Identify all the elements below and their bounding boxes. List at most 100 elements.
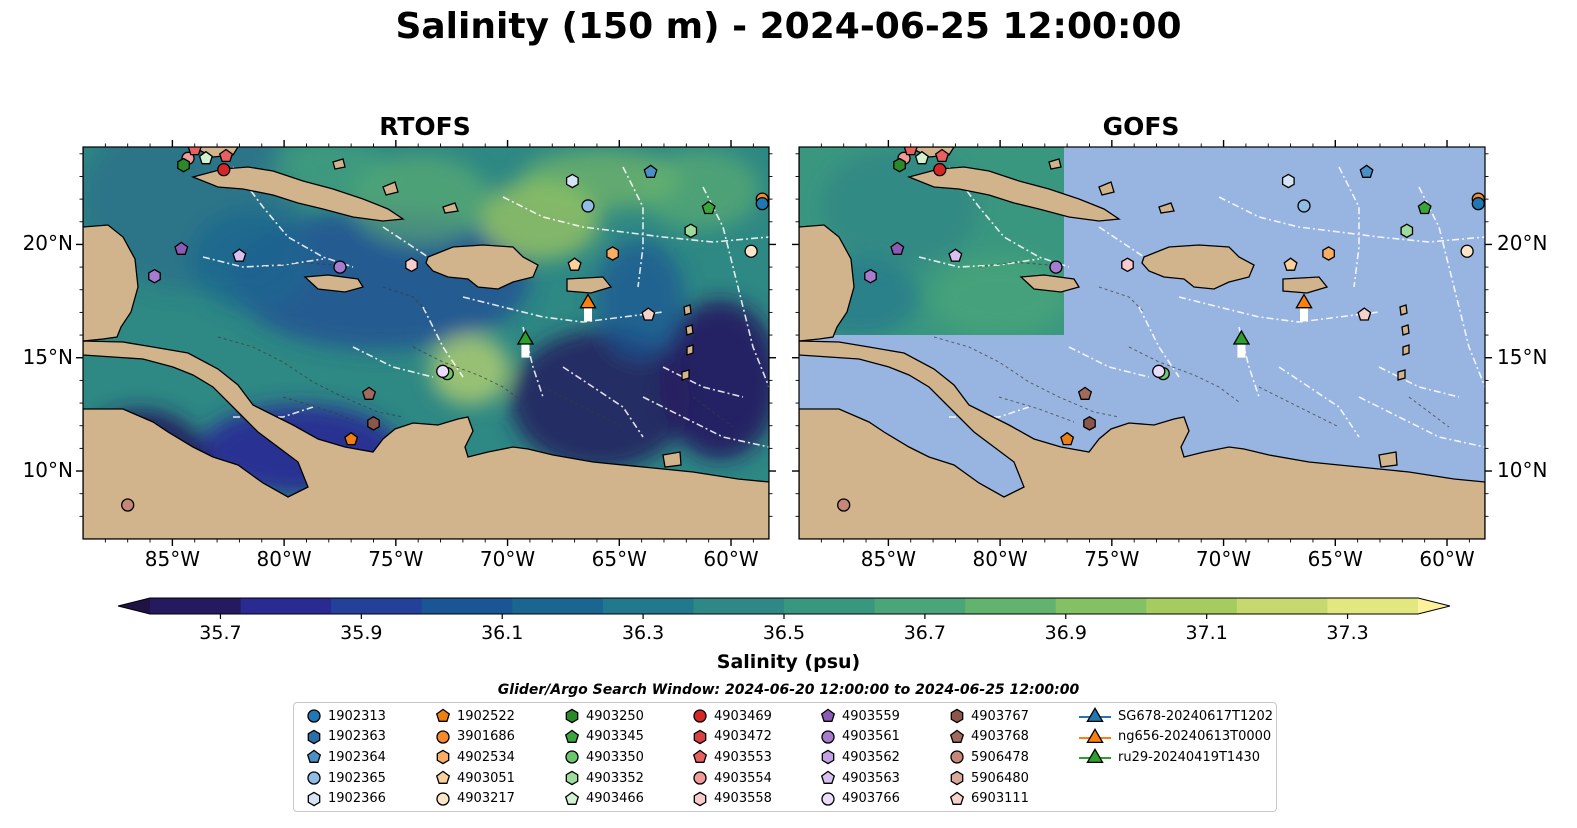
colorbar-label: Salinity (psu) — [716, 651, 861, 673]
lon-tick-label: 75°W — [368, 547, 424, 571]
legend-label: 4903250 — [586, 708, 644, 724]
legend-label: 4903768 — [971, 729, 1029, 745]
legend-item: 4903472 — [692, 727, 772, 747]
argo-float-marker — [1060, 431, 1075, 446]
legend-float-icon — [436, 730, 450, 744]
legend-label: 3901686 — [457, 729, 515, 745]
argo-float-marker — [567, 257, 582, 271]
colorbar-segment — [331, 598, 423, 614]
legend-glider-icon — [1086, 727, 1104, 743]
legend-float-icon — [693, 791, 707, 807]
lat-tick-label: 10°N — [22, 458, 73, 483]
argo-float-marker — [187, 147, 202, 156]
legend-float-icon — [820, 708, 836, 722]
lon-tick-label: 65°W — [1307, 547, 1363, 571]
argo-float-marker — [837, 498, 851, 512]
argo-float-marker — [198, 150, 213, 165]
glider-marker — [579, 293, 597, 309]
legend-float-icon — [436, 750, 450, 765]
legend-marker-icon — [565, 750, 579, 765]
legend-marker-icon — [1079, 727, 1111, 743]
legend-item: 4903553 — [692, 747, 772, 767]
lon-tick-label: 70°W — [1195, 547, 1252, 571]
search-window-text: Glider/Argo Search Window: 2024-06-20 12… — [497, 682, 1080, 698]
colorbar-tick-label: 36.7 — [903, 622, 947, 644]
legend-float-icon — [564, 791, 580, 805]
legend-item: ng656-20240613T0000 — [1078, 727, 1271, 747]
lon-tick-label: 65°W — [591, 547, 647, 571]
legend-item: 4903051 — [435, 768, 515, 788]
legend-label: 4903563 — [842, 770, 900, 786]
legend-marker-icon — [821, 730, 835, 744]
colorbar-segment — [784, 598, 876, 614]
legend-float-icon — [307, 771, 321, 785]
legend-marker-icon — [436, 792, 450, 806]
argo-float-marker — [643, 164, 658, 178]
argo-float-marker — [893, 157, 906, 173]
lon-tick-label: 80°W — [256, 547, 312, 571]
legend-float-icon — [565, 750, 579, 765]
lon-tick-label: 85°W — [860, 547, 916, 571]
argo-float-marker — [1121, 257, 1134, 273]
legend-label: 4903561 — [842, 729, 900, 745]
figure-title: Salinity (150 m) - 2024-06-25 12:00:00 — [395, 6, 1182, 47]
legend-item: 5906478 — [949, 747, 1029, 767]
legend-float-icon — [821, 792, 835, 806]
argo-float-marker — [344, 431, 359, 446]
legend-label: 1902313 — [328, 708, 386, 724]
colorbar-extend-low — [118, 598, 150, 614]
argo-float-marker — [121, 498, 135, 512]
legend-float-icon — [693, 729, 707, 745]
lon-tick-label: 60°W — [703, 547, 759, 571]
legend-item: 4903554 — [692, 768, 772, 788]
argo-float-marker — [914, 150, 929, 165]
argo-float-marker — [864, 268, 877, 284]
argo-float-marker — [606, 246, 619, 261]
legend-marker-icon — [950, 708, 964, 724]
legend-label: ng656-20240613T0000 — [1118, 729, 1272, 745]
legend-float-icon — [435, 708, 451, 722]
legend-item: 4903559 — [820, 706, 900, 726]
legend-marker-icon — [693, 709, 707, 723]
argo-float-marker — [217, 163, 231, 177]
argo-float-marker — [232, 248, 247, 262]
argo-float-marker — [1077, 386, 1093, 400]
legend-float-icon — [307, 729, 321, 745]
lon-tick-label: 85°W — [144, 547, 200, 571]
colorbar-segment — [602, 598, 695, 614]
legend-label: 4903345 — [586, 729, 644, 745]
legend-glider-icon — [1086, 707, 1104, 723]
legend-marker-icon — [950, 770, 964, 786]
legend-marker-icon — [693, 771, 707, 785]
legend-float-icon — [821, 730, 835, 744]
legend-float-icon — [435, 770, 451, 785]
legend-label: 4903469 — [714, 708, 772, 724]
argo-float-marker — [903, 147, 918, 156]
legend-marker-icon — [820, 770, 836, 785]
lat-tick-label: 20°N — [22, 231, 73, 256]
argo-float-marker — [934, 148, 950, 163]
legend-marker-icon — [949, 791, 965, 805]
legend-label: 4903767 — [971, 708, 1029, 724]
colorbar-extend-high — [1418, 598, 1450, 614]
colorbar-segment — [1236, 598, 1329, 614]
legend-marker-icon — [565, 770, 579, 786]
rtofs-map — [82, 146, 770, 540]
legend-item: SG678-20240617T1202 — [1078, 706, 1273, 726]
legend-item: 1902313 — [306, 706, 386, 726]
argo-float-marker — [405, 257, 418, 273]
legend-marker-icon — [1079, 748, 1111, 764]
legend-item: 5906480 — [949, 768, 1029, 788]
colorbar-segment — [1327, 598, 1419, 614]
legend-item: 4903250 — [564, 706, 644, 726]
legend-label: 6903111 — [971, 791, 1029, 807]
legend-item: 4903768 — [949, 727, 1029, 747]
lat-tick-label: 20°N — [1497, 231, 1548, 256]
legend-float-icon — [307, 791, 321, 807]
legend-label: 4903352 — [586, 770, 644, 786]
lat-tick-label: 10°N — [1497, 458, 1548, 483]
argo-float-marker — [361, 386, 377, 400]
legend-label: 4903558 — [714, 791, 772, 807]
legend-float-icon — [693, 709, 707, 723]
legend-item: 4903217 — [435, 789, 515, 809]
